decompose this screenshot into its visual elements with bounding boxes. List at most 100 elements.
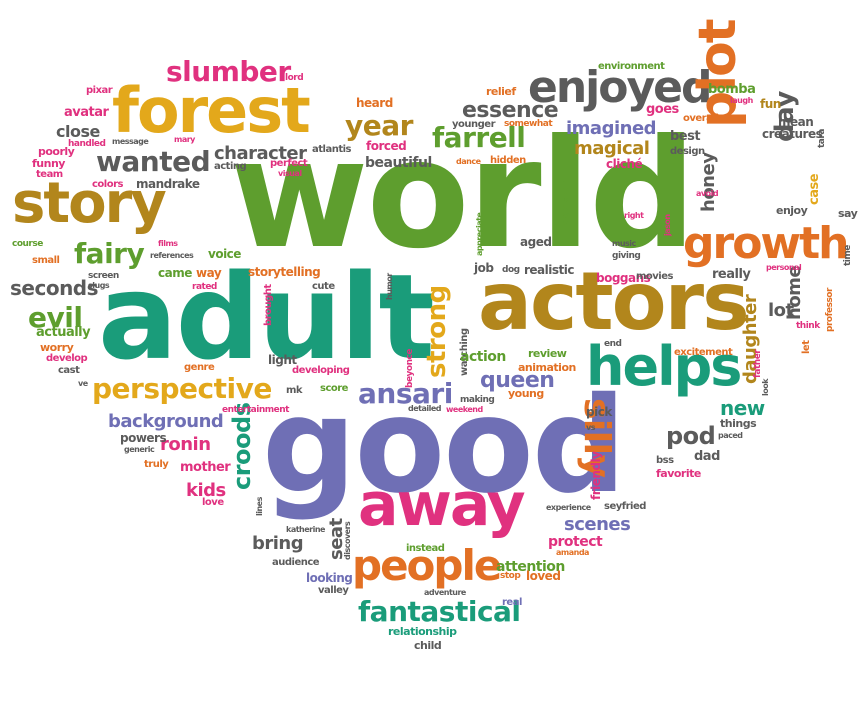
word-design: design bbox=[670, 146, 705, 157]
word-strong: strong bbox=[422, 285, 452, 378]
word-movies: movies bbox=[636, 271, 673, 282]
word-enjoy: enjoy bbox=[776, 204, 808, 217]
word-mean: mean bbox=[778, 115, 814, 129]
word-review: review bbox=[528, 347, 567, 360]
word-somewhat: somewhat bbox=[504, 119, 553, 129]
word-genre: genre bbox=[184, 362, 215, 373]
word-handled: handled bbox=[68, 139, 106, 149]
word-pod: pod bbox=[666, 422, 716, 450]
word-favorite: favorite bbox=[656, 467, 701, 480]
word-professor: professor bbox=[825, 288, 835, 332]
word-actually: actually bbox=[36, 325, 91, 340]
word-perfect: perfect bbox=[270, 158, 308, 169]
word-personal: personal bbox=[766, 263, 802, 272]
word-people: people bbox=[352, 541, 502, 590]
word-bomba: bomba bbox=[708, 82, 756, 97]
word-truly: truly bbox=[144, 459, 169, 470]
word-mary: mary bbox=[174, 135, 195, 144]
word-essence: essence bbox=[462, 98, 559, 123]
word-funny: funny bbox=[32, 157, 65, 170]
word-looking: looking bbox=[306, 571, 353, 585]
word-bss: bss bbox=[656, 455, 674, 466]
word-environment: environment bbox=[598, 61, 665, 72]
word-colors: colors bbox=[92, 179, 123, 190]
word-mother: mother bbox=[180, 460, 231, 475]
word-generic: generic bbox=[124, 445, 155, 454]
word-enjoyed: enjoyed bbox=[528, 62, 712, 113]
word-realistic: realistic bbox=[524, 263, 575, 277]
word-queen: queen bbox=[480, 368, 555, 393]
word-younger: younger bbox=[452, 119, 496, 130]
word-excitement: excitement bbox=[674, 347, 733, 358]
word-animation: animation bbox=[518, 361, 576, 374]
word-love: love bbox=[202, 497, 224, 508]
word-protect: protect bbox=[548, 534, 603, 550]
word-lines: lines bbox=[255, 497, 264, 516]
word-fantastical: fantastical bbox=[358, 595, 521, 628]
word-father: father bbox=[753, 349, 763, 378]
word-storytelling: storytelling bbox=[248, 265, 321, 279]
word-evil: evil bbox=[28, 301, 83, 334]
word-team: team bbox=[36, 169, 63, 180]
word-small: small bbox=[32, 255, 60, 266]
word-wanted: wanted bbox=[96, 145, 211, 178]
word-score: score bbox=[320, 383, 348, 394]
word-bring: bring bbox=[252, 533, 304, 554]
word-lot: lot bbox=[768, 300, 794, 321]
word-pixar: pixar bbox=[86, 85, 113, 96]
word-story: story bbox=[12, 171, 167, 236]
word-background: background bbox=[108, 411, 224, 432]
word-scenes: scenes bbox=[564, 514, 631, 535]
word-goes: goes bbox=[646, 102, 679, 117]
word-way: way bbox=[196, 266, 222, 280]
word-films: films bbox=[158, 239, 178, 248]
word-real: real bbox=[502, 597, 522, 608]
word-imagined: imagined bbox=[566, 118, 657, 139]
word-cute: cute bbox=[312, 281, 335, 292]
word-beautiful: beautiful bbox=[365, 155, 432, 171]
word-vs: vs bbox=[586, 423, 595, 432]
word-mk: mk bbox=[286, 385, 303, 396]
word-right: right bbox=[624, 211, 644, 220]
word-away: away bbox=[358, 470, 526, 540]
word-ansari: ansari bbox=[358, 377, 453, 410]
word-year: year bbox=[345, 109, 413, 142]
word-making: making bbox=[460, 395, 495, 405]
word-tara: tara bbox=[817, 129, 827, 148]
word-attention: attention bbox=[496, 559, 565, 575]
word-honey: honey bbox=[698, 152, 719, 212]
word-heard: heard bbox=[356, 96, 393, 110]
word-actors: actors bbox=[478, 255, 750, 348]
word-rated: rated bbox=[192, 282, 217, 292]
word-plot: plot bbox=[688, 20, 748, 128]
word-entertainment: entertainment bbox=[222, 405, 289, 415]
word-croods: croods bbox=[228, 402, 256, 490]
word-music: music bbox=[612, 239, 636, 248]
word-ve: ve bbox=[78, 379, 88, 388]
word-seyfried: seyfried bbox=[604, 501, 646, 512]
word-world: world bbox=[230, 108, 696, 282]
word-giving: giving bbox=[612, 251, 641, 261]
word-time: time bbox=[843, 245, 853, 266]
word-developing: developing bbox=[292, 365, 350, 376]
word-vegetation: vegetation bbox=[561, 178, 571, 228]
word-good: good bbox=[262, 369, 626, 523]
word-think: think bbox=[796, 321, 820, 331]
word-light: light bbox=[268, 353, 297, 367]
word-young: young bbox=[508, 387, 544, 400]
word-references: references bbox=[150, 251, 194, 260]
word-dog: dog bbox=[502, 265, 520, 275]
word-overall: overall bbox=[683, 113, 719, 124]
word-course: course bbox=[12, 239, 43, 249]
word-forest: forest bbox=[112, 74, 311, 147]
word-dance: dance bbox=[456, 157, 481, 166]
word-jason: jason bbox=[663, 214, 672, 236]
word-avatar: avatar bbox=[64, 105, 109, 120]
word-character: character bbox=[214, 143, 307, 164]
word-job: job bbox=[474, 261, 494, 275]
word-paced: paced bbox=[718, 431, 743, 440]
word-ronin: ronin bbox=[160, 434, 211, 455]
word-child: child bbox=[414, 639, 442, 652]
word-beyonce: beyonce bbox=[405, 349, 415, 388]
word-relief: relief bbox=[486, 85, 516, 98]
